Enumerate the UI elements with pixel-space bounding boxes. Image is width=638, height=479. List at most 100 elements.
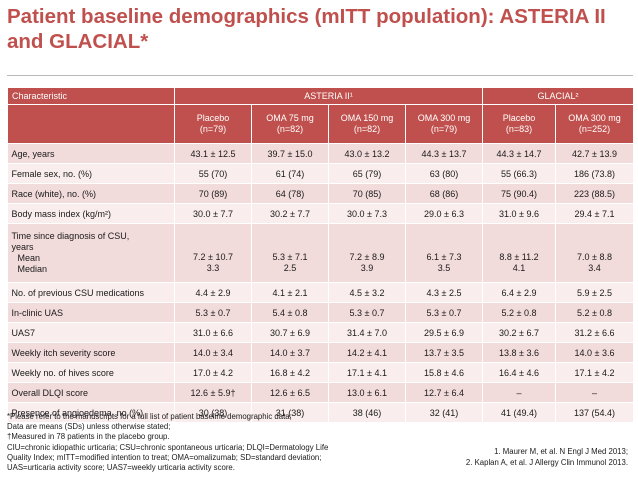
table-column-header: Placebo (n=79) OMA 75 mg (n=82) OMA 150 mg…: [7, 104, 635, 144]
footnote: Quality Index; mITT=modified intention t…: [7, 452, 322, 462]
row-label: Age, years: [7, 143, 175, 164]
cell: 16.8 ± 4.2: [251, 362, 329, 383]
row-label-line: Time since diagnosis of CSU,: [11, 231, 130, 241]
row-label: UAS7: [7, 322, 175, 343]
cell: 32 (41): [405, 402, 484, 423]
cell: 5.3 ± 7.1 2.5: [251, 223, 329, 283]
median-label: Median: [17, 264, 48, 274]
table-row: In-clinic UAS 5.3 ± 0.7 5.4 ± 0.8 5.3 ± …: [7, 302, 635, 323]
mean-value: 7.0 ± 8.8: [577, 252, 612, 262]
column-header: Placebo (n=83): [482, 104, 557, 144]
column-header: OMA 300 mg (n=252): [555, 104, 635, 144]
cell: 17.1 ± 4.2: [555, 362, 635, 383]
cell: 5.3 ± 0.7: [405, 302, 484, 323]
cell: 30.0 ± 7.3: [328, 203, 406, 224]
row-label: Race (white), no. (%): [7, 183, 175, 204]
cell: 12.6 ± 5.9†: [174, 382, 252, 403]
title-divider: [7, 75, 633, 76]
column-header-n: (n=79): [430, 124, 458, 134]
cell: 55 (66.3): [482, 163, 557, 184]
cell: 17.1 ± 4.1: [328, 362, 406, 383]
footnote: Data are means (SDs) unless otherwise st…: [7, 422, 171, 432]
column-header-n: (n=83): [505, 124, 533, 134]
row-label: Overall DLQI score: [7, 382, 175, 403]
column-header: Placebo (n=79): [174, 104, 252, 144]
table-row: Body mass index (kg/m²) 30.0 ± 7.7 30.2 …: [7, 203, 635, 224]
cell: 14.0 ± 3.7: [251, 342, 329, 363]
row-label: No. of previous CSU medications: [7, 282, 175, 303]
column-header-n: (n=252): [578, 124, 611, 134]
column-header-name: Placebo: [502, 113, 536, 123]
cell: 13.0 ± 6.1: [328, 382, 406, 403]
cell: 38 (46): [328, 402, 406, 423]
cell: 30 (38): [174, 402, 252, 423]
cell: 44.3 ± 13.7: [405, 143, 484, 164]
column-header: OMA 150 mg (n=82): [328, 104, 406, 144]
cell: 16.4 ± 4.6: [482, 362, 557, 383]
row-label: Female sex, no. (%): [7, 163, 175, 184]
cell: 13.8 ± 3.6: [482, 342, 557, 363]
cell: 30.0 ± 7.7: [174, 203, 252, 224]
table-row: UAS7 31.0 ± 6.6 30.7 ± 6.9 31.4 ± 7.0 29…: [7, 322, 635, 343]
cell: 5.2 ± 0.8: [482, 302, 557, 323]
cell: 29.5 ± 6.9: [405, 322, 484, 343]
mean-label: Mean: [17, 253, 41, 263]
median-value: 2.5: [283, 263, 297, 273]
footnote: †Measured in 78 patients in the placebo …: [7, 432, 170, 442]
table-row: Female sex, no. (%) 55 (70) 61 (74) 65 (…: [7, 163, 635, 184]
row-label: In-clinic UAS: [7, 302, 175, 323]
cell: 30.7 ± 6.9: [251, 322, 329, 343]
column-header: OMA 300 mg (n=79): [404, 104, 484, 144]
cell: –: [482, 382, 557, 403]
row-label: Presence of angioedema, no (%): [7, 402, 175, 423]
cell: 31.2 ± 6.6: [555, 322, 635, 343]
cell: 15.8 ± 4.6: [405, 362, 484, 383]
cell: 5.4 ± 0.8: [251, 302, 329, 323]
cell: 7.2 ± 10.7 3.3: [174, 223, 252, 283]
median-value: 4.1: [512, 263, 526, 273]
column-header-name: OMA 300 mg: [417, 113, 471, 123]
cell: 137 (54.4): [555, 402, 635, 423]
cell: –: [555, 382, 635, 403]
mean-value: 7.2 ± 10.7: [193, 252, 233, 262]
cell: 14.0 ± 3.4: [174, 342, 252, 363]
cell: 6.1 ± 7.3 3.5: [405, 223, 484, 283]
cell: 31.0 ± 6.6: [174, 322, 252, 343]
column-header-n: (n=82): [276, 124, 304, 134]
cell: 4.5 ± 3.2: [328, 282, 406, 303]
cell: 39.7 ± 15.0: [251, 143, 329, 164]
cell: 75 (90.4): [482, 183, 557, 204]
row-label: Weekly no. of hives score: [7, 362, 175, 383]
characteristic-header: Characteristic: [7, 87, 175, 105]
table-row: No. of previous CSU medications 4.4 ± 2.…: [7, 282, 635, 303]
table-group-header: Characteristic ASTERIA II¹ GLACIAL²: [7, 87, 635, 105]
cell: 8.8 ± 11.2 4.1: [482, 223, 557, 283]
cell: 5.2 ± 0.8: [555, 302, 635, 323]
median-value: 3.4: [588, 263, 601, 273]
cell: 31 (38): [251, 402, 329, 423]
cell: 43.1 ± 12.5: [174, 143, 252, 164]
cell: 5.9 ± 2.5: [555, 282, 635, 303]
column-header-name: Placebo: [196, 113, 230, 123]
cell: 44.3 ± 14.7: [482, 143, 557, 164]
row-label-line: years: [11, 242, 34, 252]
reference: 1. Maurer M, et al. N Engl J Med 2013;: [494, 447, 628, 456]
cell: 7.0 ± 8.8 3.4: [555, 223, 635, 283]
cell: 12.6 ± 6.5: [251, 382, 329, 403]
column-header-n: (n=79): [199, 124, 227, 134]
footnote: *Please refer to the manuscripts for a f…: [7, 412, 292, 421]
cell: 6.4 ± 2.9: [482, 282, 557, 303]
mean-value: 8.8 ± 11.2: [499, 252, 539, 262]
column-header: OMA 75 mg (n=82): [251, 104, 329, 144]
cell: 12.7 ± 6.4: [405, 382, 484, 403]
table-row: Overall DLQI score 12.6 ± 5.9† 12.6 ± 6.…: [7, 382, 635, 403]
column-header-blank: [7, 104, 175, 144]
table-row: Weekly no. of hives score 17.0 ± 4.2 16.…: [7, 362, 635, 383]
cell: 4.1 ± 2.1: [251, 282, 329, 303]
cell: 29.0 ± 6.3: [405, 203, 484, 224]
row-label: Body mass index (kg/m²): [7, 203, 175, 224]
column-header-name: OMA 75 mg: [266, 113, 314, 123]
cell: 31.4 ± 7.0: [328, 322, 406, 343]
demographics-table: Characteristic ASTERIA II¹ GLACIAL² Plac…: [7, 87, 635, 423]
cell: 4.3 ± 2.5: [405, 282, 484, 303]
